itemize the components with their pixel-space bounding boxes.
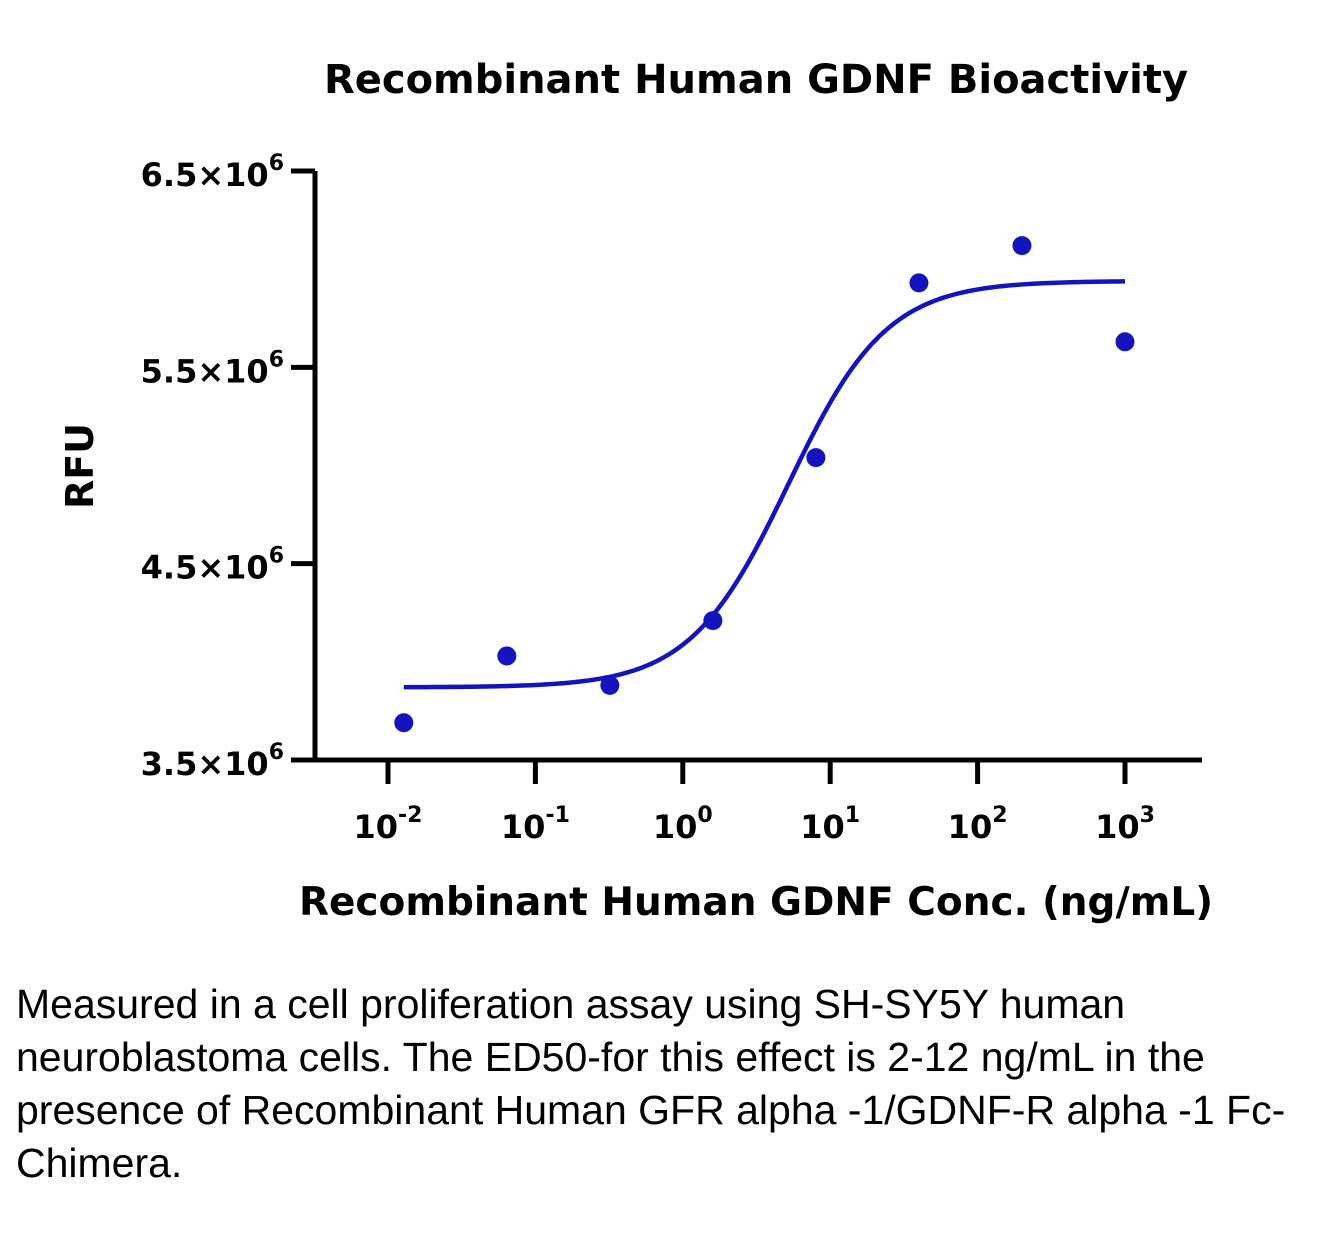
x-tick-base: 10 [800,808,845,846]
x-tick-exponent: -2 [398,803,422,828]
data-point [806,448,826,468]
x-tick-base: 10 [1095,808,1140,846]
y-axis-label: RFU [58,423,102,509]
data-point [703,611,723,631]
y-tick-exponent: 6 [269,347,284,372]
data-point [909,273,929,293]
data-point [394,713,414,733]
y-tick-exponent: 6 [269,151,284,176]
y-tick-mantissa: 5.5×10 [141,352,269,390]
x-tick-base: 10 [653,808,698,846]
x-tick-exponent: 1 [845,803,860,828]
x-tick-exponent: 3 [1140,803,1155,828]
data-point [600,675,620,695]
chart: Recombinant Human GDNF Bioactivity RFU R… [58,57,1213,925]
x-axis-ticks: 10-2 10-1 100 101 102 103 [354,760,1155,846]
y-tick-mantissa: 3.5×10 [141,745,269,783]
y-tick-exponent: 6 [269,740,284,765]
x-tick-label: 102 [948,803,1008,846]
y-tick-label: 4.5×106 [141,544,284,587]
x-tick-base: 10 [501,808,546,846]
x-tick-label: 100 [653,803,713,846]
data-point [497,646,517,666]
x-tick-exponent: -1 [545,803,569,828]
x-tick-label: 101 [800,803,860,846]
data-point [1012,236,1032,256]
y-tick-label: 6.5×106 [141,151,284,194]
x-tick-base: 10 [948,808,993,846]
y-tick-mantissa: 6.5×10 [141,156,269,194]
y-tick-label: 5.5×106 [141,347,284,390]
fit-curve [403,279,1126,690]
chart-title: Recombinant Human GDNF Bioactivity [324,57,1188,103]
y-tick-exponent: 6 [269,544,284,569]
x-axis-label: Recombinant Human GDNF Conc. (ng/mL) [299,880,1213,925]
x-tick-label: 103 [1095,803,1155,846]
caption: Measured in a cell proliferation assay u… [16,981,1286,1186]
y-tick-mantissa: 4.5×10 [141,549,269,587]
x-tick-label: 10-2 [354,803,423,846]
x-tick-base: 10 [354,808,399,846]
x-tick-label: 10-1 [501,803,570,846]
data-points [394,236,1135,733]
data-point [1115,332,1135,352]
x-tick-exponent: 2 [992,803,1007,828]
y-tick-label: 3.5×106 [141,740,284,783]
x-tick-exponent: 0 [697,803,712,828]
